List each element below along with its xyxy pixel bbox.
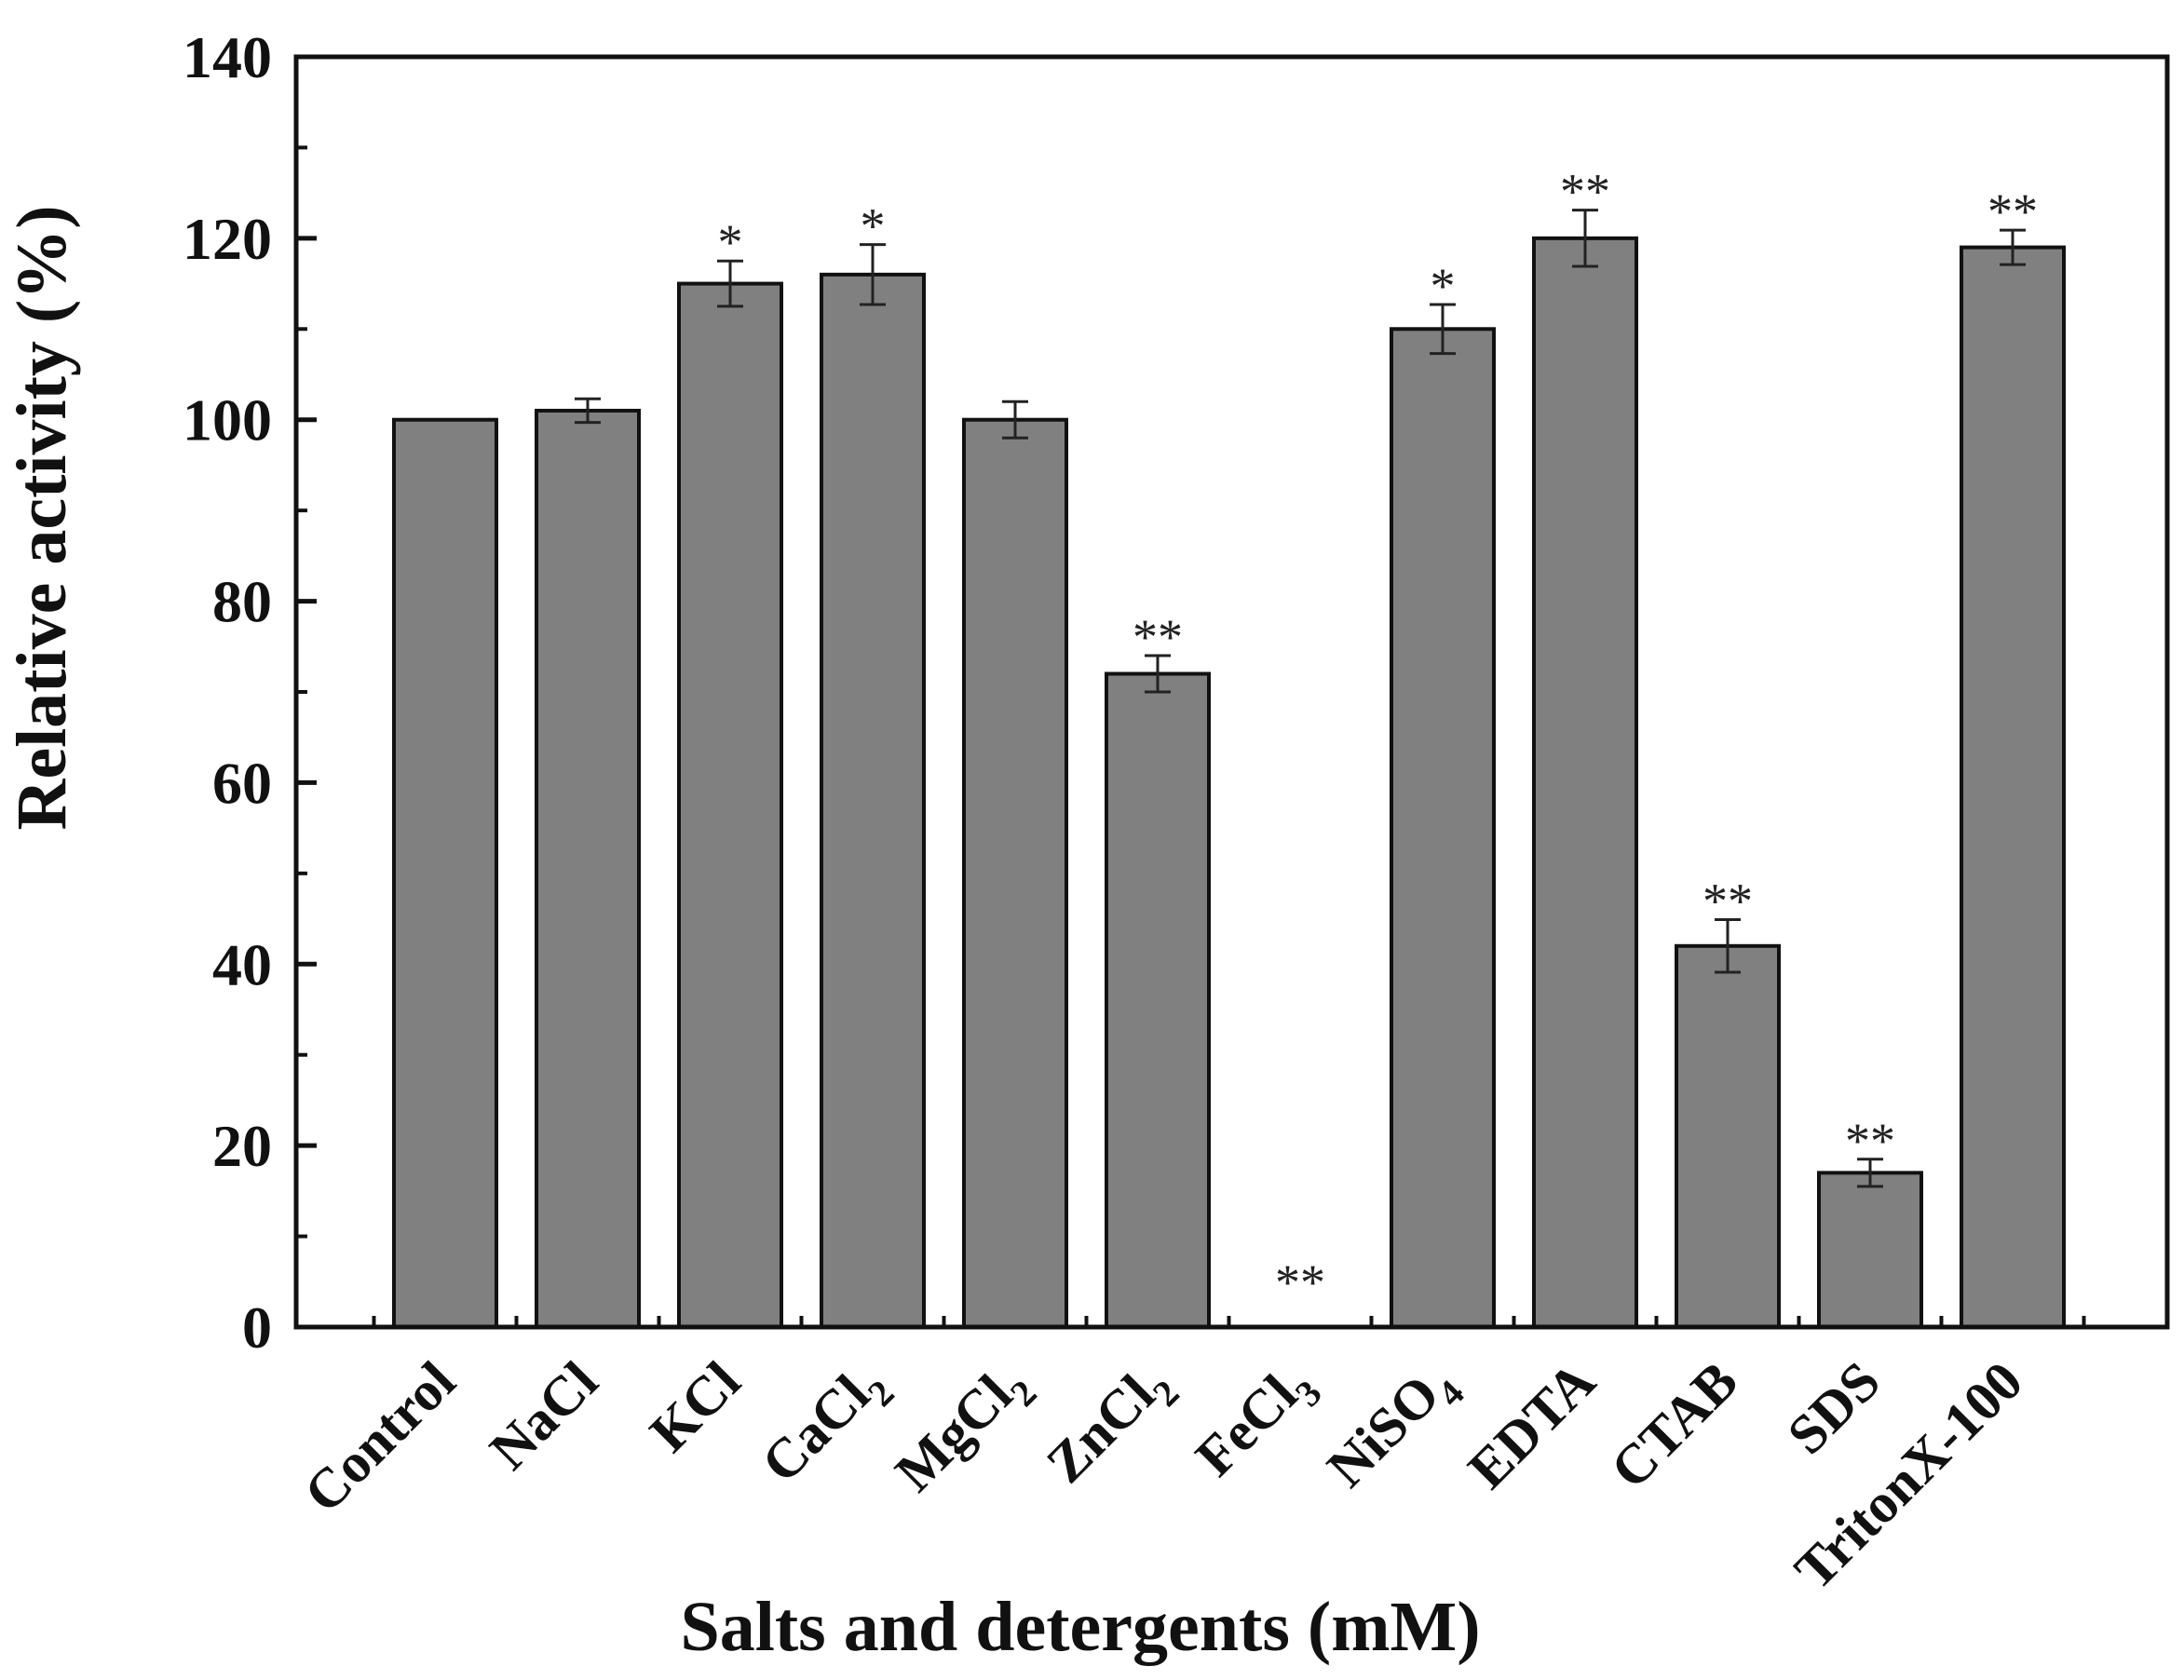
bar	[1105, 671, 1211, 1329]
y-tick-label: 60	[212, 750, 272, 816]
x-axis-title: Salts and detergents (mM)	[680, 1588, 1480, 1666]
x-tick-label: FeCl3	[1184, 1350, 1329, 1496]
significance-mark: **	[1560, 164, 1610, 220]
x-tick-label: Control	[292, 1350, 467, 1524]
bar	[1390, 327, 1496, 1329]
significance-mark: *	[1431, 258, 1456, 314]
x-tick-label: ZnCl2	[1035, 1350, 1187, 1503]
significance-mark: **	[1702, 874, 1753, 929]
x-tick-label: NiSO4	[1315, 1350, 1472, 1507]
bar	[392, 417, 498, 1329]
y-tick-label: 20	[212, 1113, 272, 1179]
x-tick-label: CaCl2	[750, 1350, 902, 1503]
bar	[535, 408, 641, 1329]
y-axis-title: Relative activity (%)	[3, 205, 81, 830]
y-tick-label: 40	[212, 931, 272, 997]
y-tick-label: 80	[212, 569, 272, 635]
significance-mark: **	[1133, 609, 1183, 665]
y-tick-label: 140	[183, 24, 272, 90]
bar	[1960, 245, 2066, 1330]
significance-mark: **	[1987, 183, 2038, 239]
bar	[962, 417, 1068, 1329]
x-tick-label: SDS	[1776, 1350, 1892, 1467]
bar	[1817, 1171, 1923, 1330]
x-tick-label: NaCl	[478, 1350, 609, 1482]
plot-frame	[293, 54, 2170, 1330]
bar	[677, 281, 783, 1330]
x-tick-label: EDTA	[1457, 1350, 1607, 1500]
x-tick-label: CTAB	[1599, 1350, 1749, 1500]
y-tick-label: 100	[183, 387, 272, 454]
significance-mark: **	[1275, 1254, 1325, 1310]
bar	[820, 272, 926, 1329]
significance-mark: *	[718, 214, 743, 270]
significance-mark: *	[861, 198, 886, 254]
y-tick-label: 120	[183, 206, 272, 272]
bar	[1532, 236, 1638, 1329]
significance-mark: **	[1845, 1113, 1895, 1169]
bar	[1675, 943, 1781, 1329]
x-tick-label: MgCl2	[884, 1350, 1045, 1511]
x-tick-label: KCl	[638, 1350, 752, 1464]
y-tick-label: 0	[242, 1294, 272, 1361]
